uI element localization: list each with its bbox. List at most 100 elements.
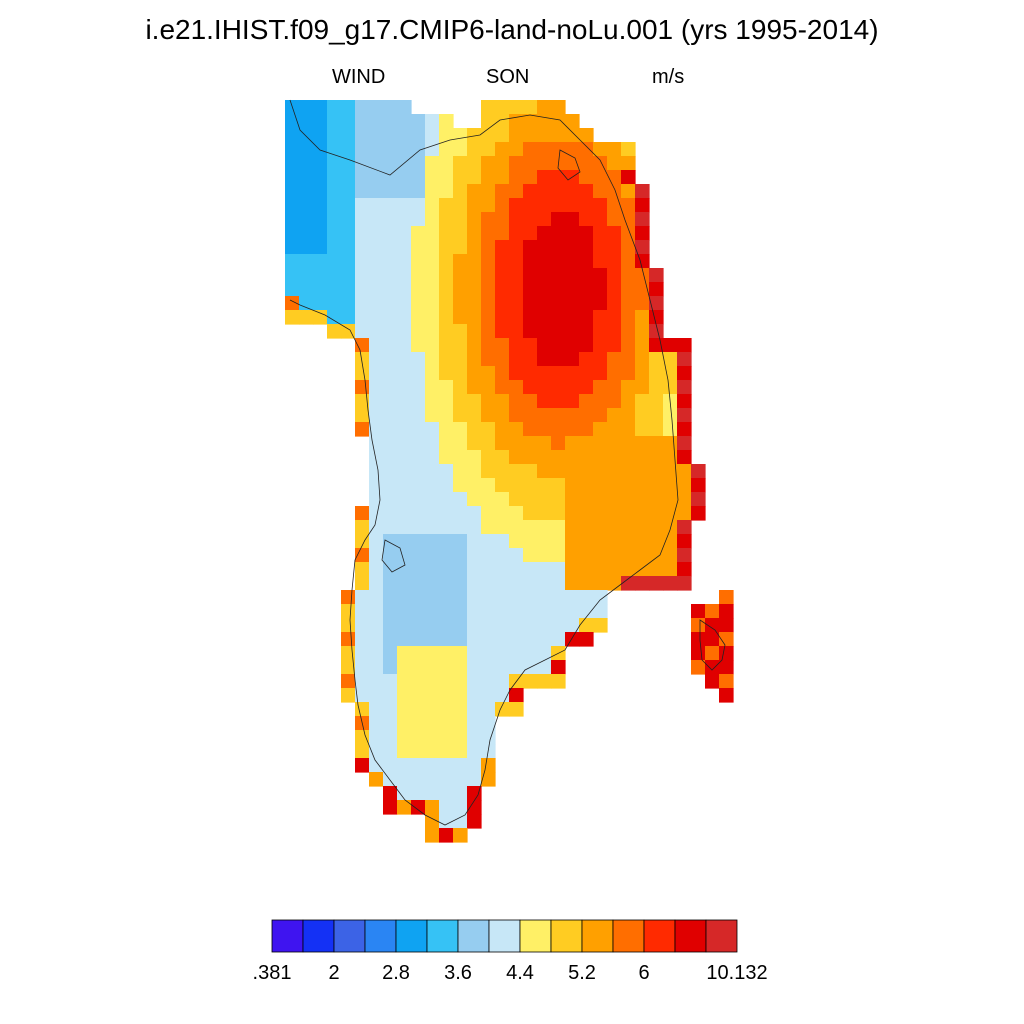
map-cell — [537, 240, 552, 255]
map-cell — [425, 534, 440, 549]
map-cell — [593, 422, 608, 437]
variable-label: WIND — [332, 66, 386, 88]
map-cell — [299, 184, 314, 199]
map-cell — [621, 450, 636, 465]
map-cell — [467, 324, 482, 339]
map-cell — [369, 604, 384, 619]
map-cell — [355, 660, 370, 675]
map-cell — [341, 198, 356, 213]
map-cell — [523, 254, 538, 269]
map-cell — [355, 702, 370, 717]
map-cell — [537, 156, 552, 171]
map-cell — [411, 590, 426, 605]
map-cell — [285, 170, 300, 185]
map-cell — [397, 436, 412, 451]
map-cell — [495, 268, 510, 283]
map-cell — [439, 814, 454, 829]
map-cell — [397, 702, 412, 717]
map-cell — [439, 198, 454, 213]
map-grid-cells — [285, 100, 734, 843]
map-cell — [565, 534, 580, 549]
map-cell — [537, 408, 552, 423]
map-cell — [467, 268, 482, 283]
map-cell — [607, 226, 622, 241]
map-cell — [467, 450, 482, 465]
map-cell — [397, 716, 412, 731]
map-cell — [453, 380, 468, 395]
map-cell — [621, 282, 636, 297]
map-cell — [383, 156, 398, 171]
map-cell — [467, 310, 482, 325]
map-cell — [383, 240, 398, 255]
map-cell — [467, 380, 482, 395]
map-cell — [635, 366, 650, 381]
map-cell — [439, 716, 454, 731]
map-cell — [383, 296, 398, 311]
map-cell — [523, 128, 538, 143]
map-cell — [537, 268, 552, 283]
map-cell — [453, 814, 468, 829]
map-cell — [411, 114, 426, 129]
map-cell — [537, 632, 552, 647]
map-cell — [621, 464, 636, 479]
map-cell — [621, 296, 636, 311]
map-cell — [677, 338, 692, 353]
map-cell — [579, 394, 594, 409]
map-cell — [565, 562, 580, 577]
map-cell — [369, 128, 384, 143]
map-cell — [481, 296, 496, 311]
map-cell — [383, 114, 398, 129]
colorbar-swatch — [395, 919, 428, 953]
map-cell — [383, 450, 398, 465]
map-cell — [649, 394, 664, 409]
map-cell — [425, 800, 440, 815]
map-cell — [453, 576, 468, 591]
colorbar-tick-label: 3.6 — [444, 962, 472, 984]
map-cell — [495, 282, 510, 297]
map-cell — [635, 422, 650, 437]
map-cell — [719, 660, 734, 675]
map-cell — [467, 408, 482, 423]
map-cell — [383, 618, 398, 633]
map-cell — [565, 632, 580, 647]
map-cell — [635, 450, 650, 465]
map-cell — [453, 366, 468, 381]
map-cell — [425, 688, 440, 703]
map-cell — [677, 562, 692, 577]
map-cell — [453, 534, 468, 549]
map-cell — [383, 394, 398, 409]
map-cell — [467, 156, 482, 171]
map-cell — [593, 534, 608, 549]
map-cell — [453, 198, 468, 213]
map-cell — [481, 422, 496, 437]
map-cell — [453, 506, 468, 521]
map-cell — [523, 464, 538, 479]
map-cell — [607, 240, 622, 255]
map-cell — [299, 170, 314, 185]
map-cell — [369, 506, 384, 521]
map-cell — [509, 128, 524, 143]
map-cell — [369, 688, 384, 703]
map-cell — [523, 184, 538, 199]
map-cell — [649, 436, 664, 451]
map-cell — [551, 114, 566, 129]
map-cell — [355, 632, 370, 647]
map-cell — [719, 674, 734, 689]
map-cell — [621, 310, 636, 325]
map-cell — [607, 142, 622, 157]
map-cell — [621, 184, 636, 199]
map-cell — [481, 114, 496, 129]
map-cell — [439, 576, 454, 591]
map-cell — [593, 184, 608, 199]
map-cell — [607, 450, 622, 465]
map-cell — [523, 548, 538, 563]
map-cell — [355, 184, 370, 199]
map-cell — [439, 114, 454, 129]
map-cell — [579, 506, 594, 521]
map-cell — [453, 828, 468, 843]
map-cell — [369, 296, 384, 311]
map-cell — [537, 506, 552, 521]
map-cell — [397, 212, 412, 227]
coastline-islands — [381, 149, 726, 671]
map-cell — [397, 506, 412, 521]
